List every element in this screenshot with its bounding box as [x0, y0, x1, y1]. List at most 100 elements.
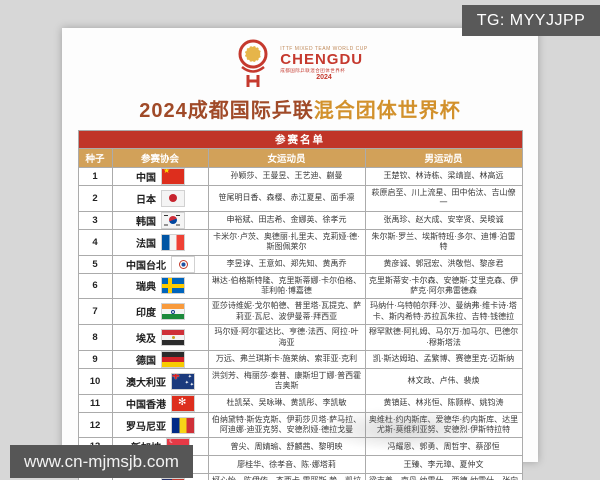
- men-cell: 黄彦诚、郭冠宏、洪敬恺、黎彦君: [364, 254, 523, 274]
- association-name: 日本: [136, 194, 156, 206]
- women-cell: 伯纳黛特·斯佐克斯、伊莉莎贝塔·萨马拉、阿迪娜·迪亚克努、安德烈娅·德拉戈曼: [207, 411, 366, 439]
- association-name: 韩国: [136, 216, 156, 228]
- association-name: 德国: [136, 355, 156, 367]
- association-cell: 中国香港: [111, 393, 209, 413]
- seed-cell: 12: [77, 411, 113, 439]
- table-row: 7 印度 亚莎诗维妮·戈尔帕德、普里塔·瓦提克、萨莉亚·瓦尼、波伊曼蒂·拜西亚 …: [77, 298, 523, 326]
- men-cell: 穆罕默德·阿扎姆、马尔万·加马尔、巴德尔·穆斯塔法: [364, 324, 523, 351]
- women-cell: 卡米尔·卢茨、奥德丽·扎里夫、克莉娅·德·斯图佩莱尔: [207, 228, 366, 256]
- page-title-primary: 2024成都国际乒联: [139, 100, 314, 122]
- men-cell: 玛纳什·乌特帕尔拜·沙、曼纳弗·维卡诗·塔卡、斯内希特·苏拉瓦朱拉、吉特·钱德拉: [364, 298, 523, 326]
- col-header-seed: 种子: [77, 148, 113, 168]
- tg-handle-badge: TG: MYYJJPP: [462, 5, 600, 36]
- women-cell: 洪剑芳、梅丽莎·泰普、康斯坦丁娜·普西霍吉奥斯: [207, 367, 366, 395]
- table-row: 12 罗马尼亚 伯纳黛特·斯佐克斯、伊莉莎贝塔·萨马拉、阿迪娜·迪亚克努、安德烈…: [77, 411, 523, 439]
- logo-text-block: ITTF MIXED TEAM WORLD CUP CHENGDU 成都国际乒联…: [280, 45, 368, 82]
- event-logo: ITTF MIXED TEAM WORLD CUP CHENGDU 成都国际乒联…: [62, 36, 538, 92]
- women-cell: 玛尔娅·阿尔霍达比、亨德·法西、阿拉·叶海亚: [207, 324, 366, 351]
- men-cell: 王楚钦、林诗栋、梁靖崑、林高远: [364, 167, 523, 186]
- table-row: 5 中国台北 李昱谆、王意如、郑先知、黄禹乔 黄彦诚、郭冠宏、洪敬恺、黎彦君: [77, 254, 523, 274]
- table-row: 10 澳大利亚 洪剑芳、梅丽莎·泰普、康斯坦丁娜·普西霍吉奥斯 林文政、卢伟、裴…: [77, 367, 523, 395]
- men-cell: 冯耀恩、郭勇、周哲宇、蔡邵恒: [364, 437, 523, 457]
- flag-se-icon: [162, 278, 184, 294]
- men-cell: 克里斯蒂安·卡尔森、安德斯·艾里克森、伊萨克·阿尔弗雷德森: [364, 272, 523, 300]
- men-cell: 张禹珍、赵大成、安宰贤、吴晙诚: [364, 210, 523, 230]
- seed-cell: 7: [77, 298, 113, 326]
- women-cell: 孙颖莎、王曼昱、王艺迪、蒯曼: [207, 167, 366, 186]
- logo-emblem-icon: [238, 39, 268, 87]
- col-header-women: 女运动员: [207, 148, 366, 168]
- women-cell: 廖桂华、徐孝音、陈·娜塔莉: [207, 455, 366, 475]
- association-name: 中国: [136, 173, 156, 184]
- association-name: 瑞典: [136, 282, 156, 294]
- logo-tagline-bottom: 成都国际乒联混合团体世界杯: [280, 67, 346, 73]
- flag-cn-icon: [162, 169, 184, 184]
- seed-cell: 11: [77, 393, 113, 413]
- col-header-association: 参赛协会: [111, 148, 209, 168]
- association-name: 中国台北: [126, 260, 166, 272]
- table-row: 2 日本 笹尾明日香、森樱、赤江夏星、面手凛 萩原启至、川上流星、田中佑汰、吉山…: [77, 185, 523, 212]
- seed-cell: 10: [77, 367, 113, 395]
- men-cell: 凯·斯达姆珀、孟繁博、赛德里克·迈斯纳: [364, 349, 523, 369]
- seed-cell: 3: [77, 210, 113, 230]
- table-row: 6 瑞典 琳达·伯格斯特隆、克里斯蒂娜·卡尔伯格、菲利帕·博嘉德 克里斯蒂安·卡…: [77, 272, 523, 300]
- women-cell: 琳达·伯格斯特隆、克里斯蒂娜·卡尔伯格、菲利帕·博嘉德: [207, 272, 366, 300]
- men-cell: 黄镇廷、林兆恒、陈颢桦、姚钧涛: [364, 393, 523, 413]
- association-cell: 澳大利亚: [111, 367, 209, 395]
- table-banner: 参赛名单: [77, 130, 523, 149]
- page-title: 2024成都国际乒联混合团体世界杯: [62, 94, 538, 123]
- table-row: 3 韩国 申裕斌、田志希、金娜英、徐孝元 张禹珍、赵大成、安宰贤、吴晙诚: [77, 210, 523, 230]
- participants-table: 参赛名单 种子 参赛协会 女运动员 男运动员 1 中国 孙颖莎、王曼昱、王艺迪、…: [77, 130, 523, 480]
- association-cell: 中国台北: [111, 254, 209, 274]
- women-cell: 万远、弗兰琪斯卡·施莱纳、索菲亚·克利: [207, 349, 366, 369]
- men-cell: 梁吉善、南丹·纳雷什、西德·纳雷什、张向京: [364, 473, 523, 480]
- flag-kr-icon: [162, 212, 184, 228]
- association-cell: 韩国: [111, 210, 209, 230]
- association-cell: 日本: [111, 185, 209, 212]
- table-row: 4 法国 卡米尔·卢茨、奥德丽·扎里夫、克莉娅·德·斯图佩莱尔 朱尔斯·罗兰、埃…: [77, 228, 523, 256]
- seed-cell: 4: [77, 228, 113, 256]
- site-watermark: www.cn-mjmsjb.com: [10, 445, 193, 478]
- table-row: 11 中国香港 杜凯琹、吴咏琳、黄凯彤、李凯敏 黄镇廷、林兆恒、陈颢桦、姚钧涛: [77, 393, 523, 413]
- men-cell: 萩原启至、川上流星、田中佑汰、吉山僚一: [364, 185, 523, 212]
- seed-cell: 5: [77, 254, 113, 274]
- association-cell: 法国: [111, 228, 209, 256]
- flag-hk-icon: [172, 395, 194, 411]
- association-name: 法国: [136, 238, 156, 250]
- women-cell: 亚莎诗维妮·戈尔帕德、普里塔·瓦提克、萨莉亚·瓦尼、波伊曼蒂·拜西亚: [207, 298, 366, 326]
- association-cell: 罗马尼亚: [111, 411, 209, 439]
- women-cell: 笹尾明日香、森樱、赤江夏星、面手凛: [207, 185, 366, 212]
- men-cell: 朱尔斯·罗兰、埃斯特班·多尔、迪博·泊雷特: [364, 228, 523, 256]
- seed-cell: 6: [77, 272, 113, 300]
- flag-tpe-icon: [172, 256, 194, 272]
- men-cell: 奥维杜·约内斯库、爱德华·约内斯库、达里尤斯·莫维利亚努、安德烈·伊斯特拉特: [364, 411, 523, 439]
- flag-au-icon: [172, 373, 194, 389]
- association-cell: 印度: [111, 298, 209, 326]
- association-name: 中国香港: [126, 399, 166, 411]
- flag-de-icon: [162, 351, 184, 367]
- logo-tagline-top: ITTF MIXED TEAM WORLD CUP: [280, 45, 368, 52]
- association-cell: 中国: [111, 167, 209, 186]
- women-cell: 杜凯琹、吴咏琳、黄凯彤、李凯敏: [207, 393, 366, 413]
- association-cell: 瑞典: [111, 272, 209, 300]
- logo-year: 2024: [316, 73, 332, 81]
- page-title-secondary: 混合团体世界杯: [313, 100, 461, 122]
- flag-eg-icon: [162, 330, 184, 346]
- table-row: 8 埃及 玛尔娅·阿尔霍达比、亨德·法西、阿拉·叶海亚 穆罕默德·阿扎姆、马尔万…: [77, 324, 523, 351]
- association-name: 埃及: [136, 334, 156, 346]
- seed-cell: 8: [77, 324, 113, 351]
- association-name: 罗马尼亚: [126, 421, 166, 433]
- col-header-men: 男运动员: [364, 148, 523, 168]
- seed-cell: 9: [77, 349, 113, 369]
- table-row: 1 中国 孙颖莎、王曼昱、王艺迪、蒯曼 王楚钦、林诗栋、梁靖崑、林高远: [77, 167, 523, 186]
- women-cell: 柯心怡、陈伊依、杰西卡·雷耶斯·赖、凯拉·古德温: [207, 473, 366, 480]
- column-header-row: 种子 参赛协会 女运动员 男运动员: [77, 148, 523, 168]
- men-cell: 王臻、李元璋、夏仲文: [364, 455, 523, 475]
- flag-fr-icon: [162, 234, 184, 250]
- logo-brand: CHENGDU: [280, 51, 364, 69]
- flag-ro-icon: [172, 417, 194, 433]
- women-cell: 李昱谆、王意如、郑先知、黄禹乔: [207, 254, 366, 274]
- association-cell: 埃及: [111, 324, 209, 351]
- women-cell: 申裕斌、田志希、金娜英、徐孝元: [207, 210, 366, 230]
